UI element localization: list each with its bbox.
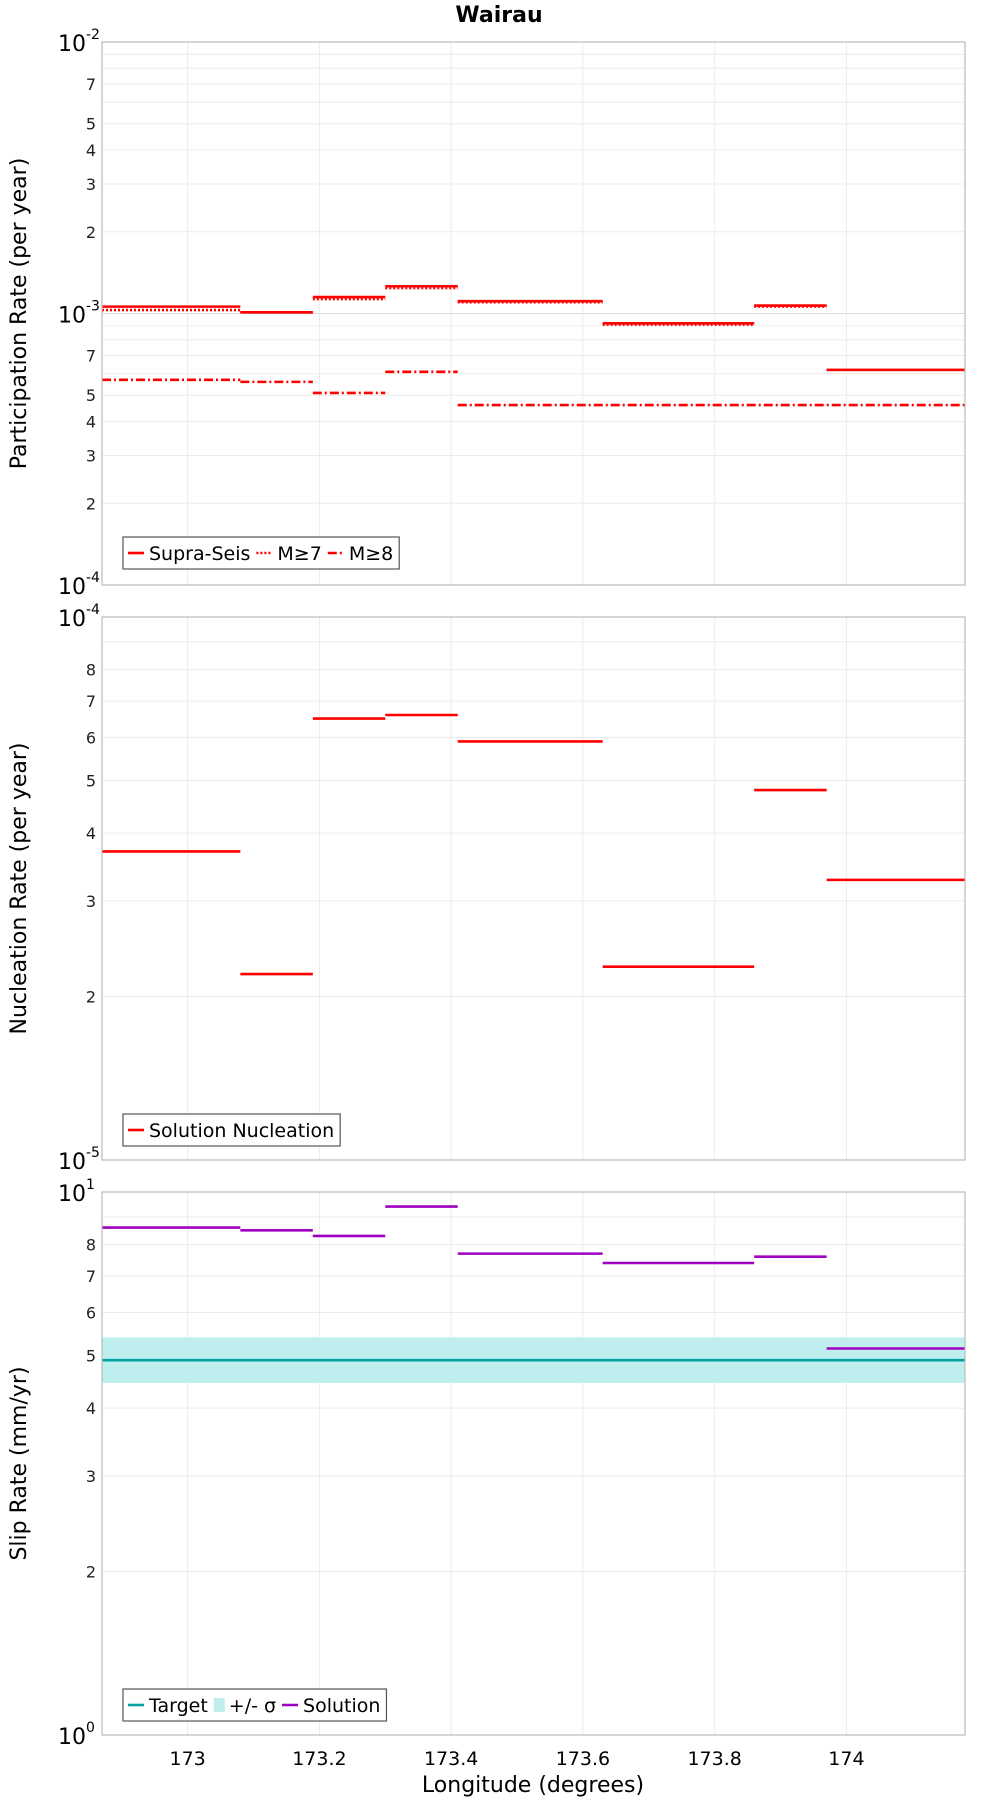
y-minor-tick-label: 7: [86, 75, 96, 94]
y-minor-tick-label: 3: [86, 175, 96, 194]
y-minor-tick-label: 2: [86, 988, 96, 1007]
y-minor-tick-label: 3: [86, 892, 96, 911]
y-tick-exponent: -4: [86, 570, 100, 586]
y-minor-tick-label: 5: [86, 771, 96, 790]
y-tick-label: 10: [58, 1725, 86, 1750]
y-tick-label: 10: [58, 1182, 86, 1207]
y-axis-label: Participation Rate (per year): [7, 158, 32, 470]
y-minor-tick-label: 7: [86, 692, 96, 711]
y-minor-tick-label: 5: [86, 1346, 96, 1365]
y-tick-exponent: -3: [86, 299, 100, 315]
plot-frame: [101, 1191, 966, 1736]
plot-frame: [101, 41, 966, 586]
legend-label: M≥7: [277, 543, 321, 565]
y-minor-tick-label: 3: [86, 446, 96, 465]
y-tick-exponent: -5: [86, 1145, 100, 1161]
legend-box: [122, 1688, 388, 1722]
series-solution-nucleation: [102, 713, 965, 976]
x-tick-label: 174: [828, 1748, 864, 1770]
y-tick-label: 10: [58, 1150, 86, 1175]
legend-label: Solution Nucleation: [149, 1120, 334, 1142]
legend-label: M≥8: [349, 543, 393, 565]
series-supra-seis: [102, 284, 965, 372]
y-minor-tick-label: 5: [86, 386, 96, 405]
y-minor-tick-label: 8: [86, 1236, 96, 1255]
legend: Solution Nucleation: [122, 1113, 341, 1147]
y-tick-label: 10: [58, 575, 86, 600]
y-minor-tick-label: 3: [86, 1467, 96, 1486]
x-tick-label: 173.4: [424, 1748, 478, 1770]
y-minor-tick-label: 8: [86, 661, 96, 680]
x-axis-label: Longitude (degrees): [422, 1773, 644, 1798]
y-tick-label: 10: [58, 32, 86, 57]
x-tick-label: 173.8: [687, 1748, 741, 1770]
y-tick-exponent: 1: [86, 1177, 95, 1193]
x-tick-label: 173.2: [292, 1748, 346, 1770]
y-axis-label: Slip Rate (mm/yr): [7, 1366, 32, 1560]
legend: Supra-Seis M≥7 M≥8: [122, 536, 400, 570]
y-minor-tick-label: 6: [86, 728, 96, 747]
y-minor-tick-label: 4: [86, 413, 96, 432]
y-minor-tick-label: 4: [86, 1399, 96, 1418]
legend-label: Target: [148, 1695, 208, 1717]
series-solution: [102, 1205, 965, 1350]
y-minor-tick-label: 2: [86, 1563, 96, 1582]
y-minor-tick-label: 7: [86, 347, 96, 366]
x-tick-label: 173: [170, 1748, 206, 1770]
plot-frame: [101, 616, 966, 1161]
y-minor-tick-label: 2: [86, 223, 96, 242]
series-m-7: [102, 286, 965, 372]
chart-title: Wairau: [455, 3, 542, 28]
legend-label: Solution: [303, 1695, 380, 1717]
grid: [102, 41, 965, 586]
x-axis-ticks: 173 173.2 173.4 173.6 173.8 174: [170, 1748, 865, 1770]
y-tick-exponent: -4: [86, 602, 100, 618]
y-tick-exponent: 0: [86, 1720, 95, 1736]
legend-label: +/- σ: [229, 1695, 276, 1717]
y-minor-tick-label: 5: [86, 115, 96, 134]
y-minor-tick-label: 7: [86, 1267, 96, 1286]
y-minor-tick-label: 4: [86, 824, 96, 843]
legend-label: Supra-Seis: [149, 543, 250, 565]
y-tick-exponent: -2: [86, 27, 100, 43]
grid: [102, 616, 965, 1161]
y-minor-tick-label: 2: [86, 494, 96, 513]
y-tick-label: 10: [58, 607, 86, 632]
legend-box: [122, 1113, 341, 1147]
legend: Target +/- σ Solution: [122, 1688, 388, 1722]
grid: [102, 1191, 965, 1736]
y-tick-label: 10: [58, 304, 86, 329]
series-m-8: [102, 370, 965, 407]
x-tick-label: 173.6: [556, 1748, 610, 1770]
legend-swatch: [213, 1698, 225, 1712]
y-minor-tick-label: 6: [86, 1303, 96, 1322]
y-minor-tick-label: 4: [86, 141, 96, 160]
y-axis-label: Nucleation Rate (per year): [7, 743, 32, 1035]
